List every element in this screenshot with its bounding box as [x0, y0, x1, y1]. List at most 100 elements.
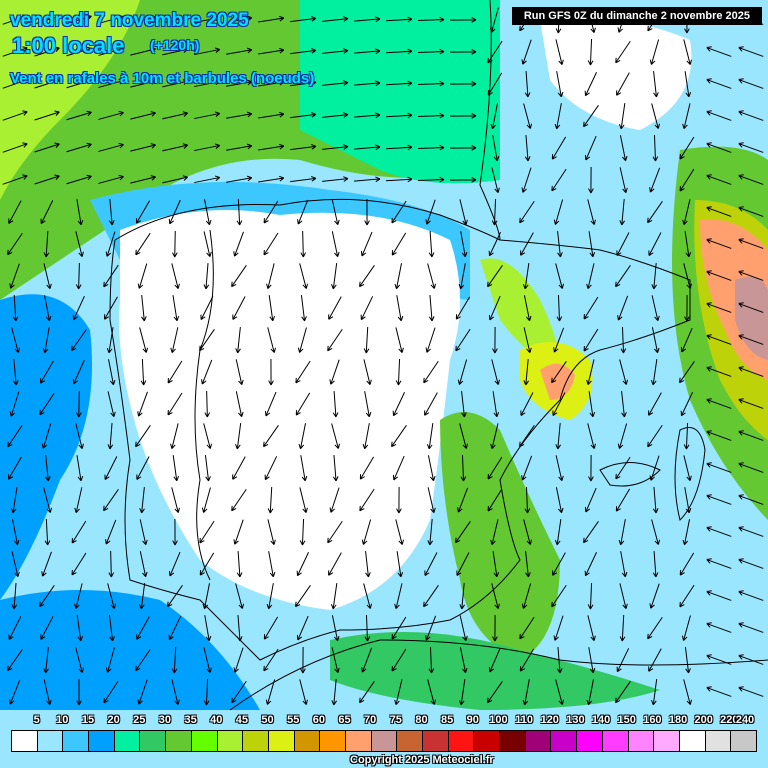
wind-arrow — [9, 391, 20, 417]
wind-arrow — [130, 111, 156, 120]
legend-swatch — [474, 731, 501, 751]
wind-arrow — [40, 200, 54, 225]
wind-arrow — [385, 144, 413, 151]
wind-arrow — [359, 265, 375, 288]
wind-arrow — [162, 47, 189, 56]
zone-green-south — [330, 632, 660, 710]
wind-arrow — [588, 391, 596, 418]
wind-arrow — [66, 46, 92, 57]
wind-arrow — [290, 16, 317, 23]
wind-arrow — [738, 302, 764, 313]
wind-arrow — [11, 583, 18, 610]
wind-arrow — [680, 327, 693, 353]
wind-arrow — [162, 79, 189, 88]
wind-arrow — [619, 135, 628, 162]
wind-arrow — [457, 359, 468, 385]
wind-arrow — [258, 111, 285, 119]
wind-arrow — [706, 398, 732, 409]
wind-arrow — [328, 296, 342, 320]
wind-arrow — [738, 206, 764, 217]
wind-arrow — [290, 112, 317, 119]
wind-arrow — [459, 615, 468, 642]
wind-arrow — [40, 616, 54, 640]
wind-arrow — [427, 519, 434, 546]
wind-arrow — [487, 265, 503, 288]
legend-label: 60 — [312, 714, 325, 726]
wind-arrow — [235, 391, 244, 418]
wind-arrow — [12, 359, 19, 386]
wind-arrow — [738, 46, 764, 57]
wind-arrow — [290, 48, 317, 55]
wind-arrow — [490, 103, 498, 130]
wind-arrow — [616, 648, 630, 673]
wind-arrow — [391, 425, 407, 448]
wind-arrow — [162, 111, 189, 120]
wind-arrow — [458, 263, 466, 290]
wind-arrow — [682, 103, 691, 129]
legend-swatch — [140, 731, 167, 751]
wind-arrow — [105, 519, 117, 545]
wind-arrow — [354, 176, 381, 183]
wind-arrow — [492, 391, 500, 418]
wind-arrow — [584, 487, 597, 513]
wind-arrow — [423, 585, 439, 608]
wind-arrow — [34, 174, 60, 185]
legend-label: 40 — [210, 714, 223, 726]
wind-arrow — [679, 552, 695, 576]
wind-arrow — [738, 366, 764, 377]
wind-arrow — [557, 231, 563, 258]
wind-arrow — [521, 583, 532, 609]
border-portugal — [194, 229, 214, 581]
wind-arrow — [554, 103, 562, 130]
legend-label: 110 — [515, 714, 533, 726]
wind-arrow — [8, 200, 22, 224]
wind-arrow — [226, 143, 253, 151]
wind-arrow — [139, 551, 148, 578]
legend-label: 55 — [287, 714, 300, 726]
wind-arrow — [2, 78, 28, 89]
legend-swatch — [423, 731, 449, 751]
wind-arrow — [491, 359, 500, 385]
wind-arrow — [652, 550, 659, 578]
wind-arrow — [299, 679, 308, 705]
wind-arrow — [619, 359, 629, 385]
wind-arrow — [199, 520, 215, 544]
legend-label: 120 — [540, 714, 559, 726]
wind-arrow — [354, 48, 381, 55]
legend-swatch — [551, 731, 578, 751]
wind-arrow — [683, 39, 692, 65]
wind-arrow — [619, 583, 628, 609]
wind-arrow — [71, 329, 87, 352]
wind-arrow — [395, 358, 402, 386]
wind-arrow — [235, 359, 244, 386]
wind-arrow — [682, 519, 690, 546]
zone-yellow-ebro — [480, 258, 560, 370]
wind-arrow — [266, 583, 274, 610]
wind-arrow — [231, 265, 247, 288]
wind-arrow — [394, 583, 403, 609]
wind-arrow — [258, 175, 285, 183]
wind-arrow — [76, 199, 84, 226]
wind-arrow — [266, 263, 275, 289]
wind-arrow — [456, 552, 470, 576]
wind-arrow — [385, 80, 413, 87]
wind-arrow — [649, 455, 660, 481]
wind-arrow — [460, 454, 467, 482]
wind-arrow — [459, 423, 469, 449]
wind-arrow — [706, 46, 732, 57]
wind-arrow — [615, 456, 631, 480]
wind-arrow — [587, 615, 596, 641]
wind-arrow — [44, 295, 52, 322]
wind-arrow — [706, 174, 732, 185]
wind-arrow — [487, 456, 503, 480]
wind-arrow — [171, 230, 178, 258]
wind-arrow — [137, 263, 148, 289]
wind-arrow — [106, 327, 114, 354]
wind-arrow — [706, 526, 732, 537]
wind-arrow — [296, 615, 309, 641]
wind-arrow — [417, 80, 445, 87]
legend-label: 45 — [235, 714, 249, 726]
wind-arrow — [552, 552, 566, 576]
wind-arrow — [706, 558, 732, 569]
wind-arrow — [588, 231, 596, 258]
